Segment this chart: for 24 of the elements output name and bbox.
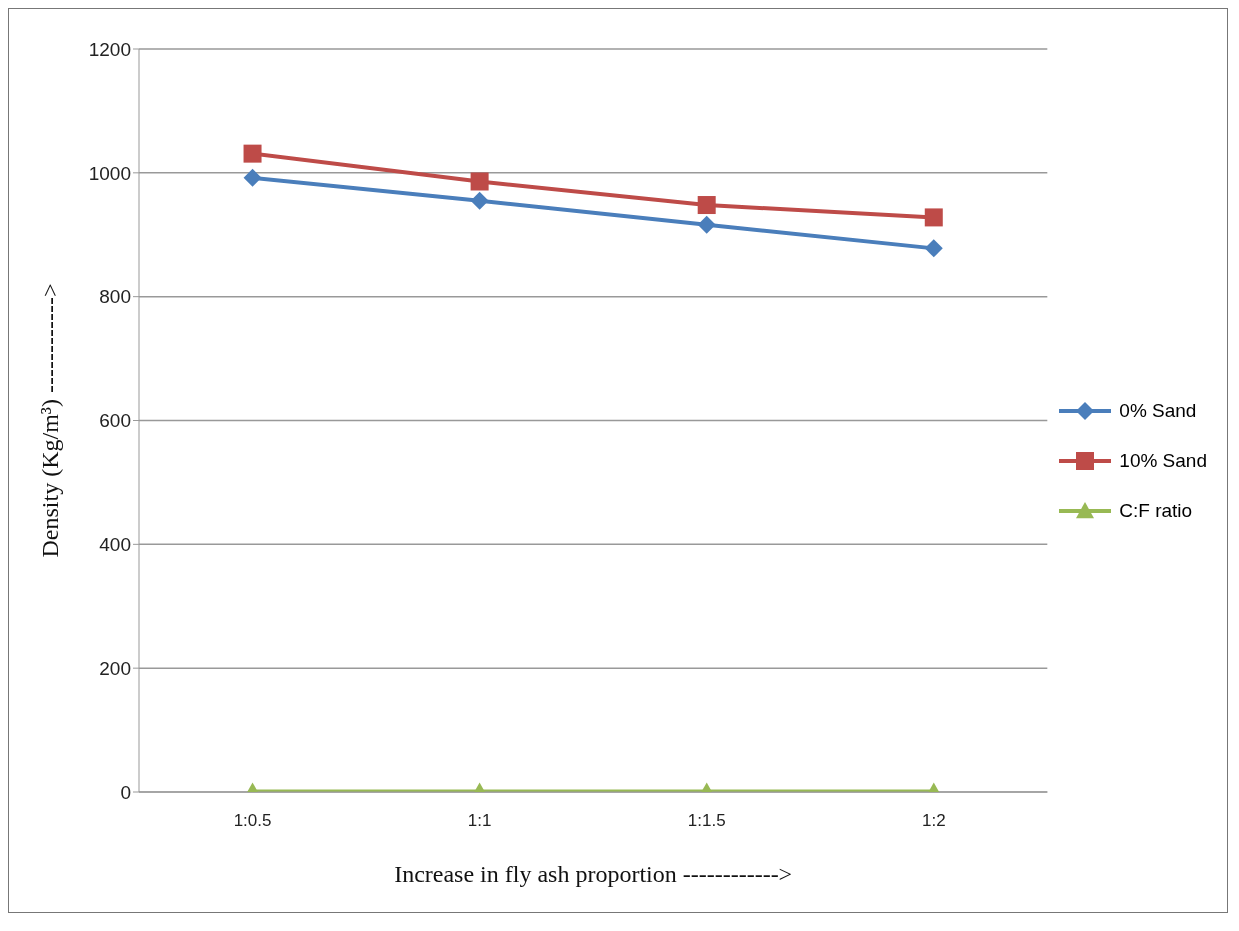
- y-tick-label: 1000: [88, 162, 131, 184]
- legend-label: 0% Sand: [1119, 399, 1197, 422]
- x-axis-title: Increase in fly ash proportion ------------>: [394, 861, 793, 887]
- point: [243, 144, 262, 163]
- legend-label: C:F ratio: [1119, 499, 1193, 522]
- x-tick-label: 1:0.5: [233, 811, 272, 831]
- point: [924, 239, 943, 258]
- y-tick-label: 400: [99, 534, 131, 556]
- y-axis-title: Density (Kg/m³) ------------>: [36, 283, 63, 558]
- point: [924, 208, 943, 227]
- point: [243, 168, 262, 187]
- x-tick-label: 1:1.5: [687, 811, 726, 831]
- point: [470, 191, 489, 210]
- y-tick-label: 800: [99, 286, 131, 308]
- point: [470, 172, 489, 191]
- point: [697, 196, 716, 215]
- x-tick-label: 1:2: [921, 811, 946, 831]
- y-tick-label: 1200: [88, 38, 131, 60]
- y-tick-label: 200: [99, 657, 131, 679]
- x-tick-label: 1:1: [467, 811, 492, 831]
- legend-label: 10% Sand: [1119, 449, 1207, 472]
- point: [697, 215, 716, 234]
- y-tick-label: 0: [120, 781, 131, 803]
- y-tick-label: 600: [99, 410, 131, 432]
